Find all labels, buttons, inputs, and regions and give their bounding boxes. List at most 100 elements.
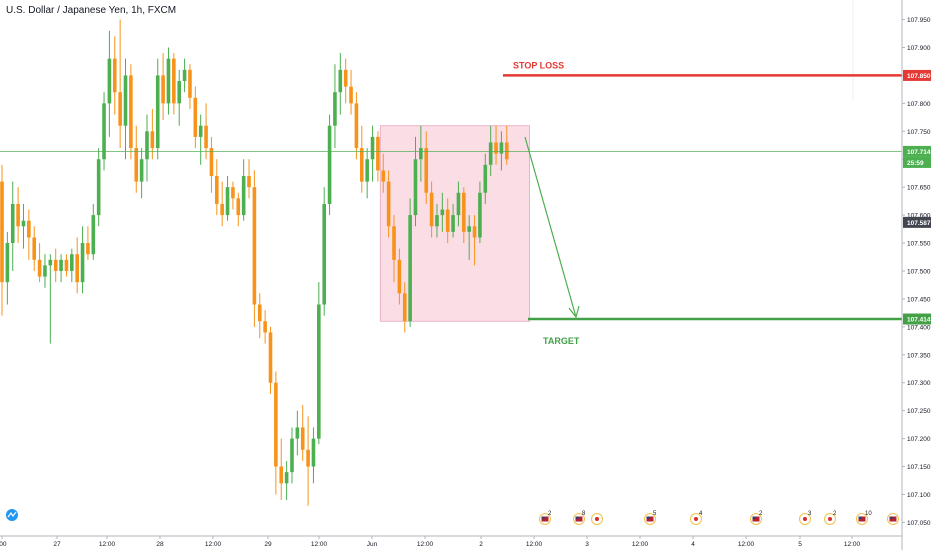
candle xyxy=(86,226,90,260)
us-flag-icon[interactable]: 2 xyxy=(750,511,764,525)
event-count: 2 xyxy=(833,511,837,517)
time-tick-label: 12:00 xyxy=(526,541,543,548)
event-count: 2 xyxy=(759,511,763,517)
candle xyxy=(129,64,133,160)
candle xyxy=(440,192,445,232)
candle-body xyxy=(338,69,343,93)
candle-body xyxy=(381,170,386,182)
price-tick-label: 107.150 xyxy=(907,464,931,471)
time-tick-label: 27 xyxy=(53,541,61,548)
candle-body xyxy=(236,198,241,216)
candle-body xyxy=(155,75,160,149)
candle xyxy=(198,114,203,165)
us-flag-icon[interactable]: 5 xyxy=(644,511,658,525)
jp-flag-icon[interactable]: 4 xyxy=(690,511,704,525)
candle xyxy=(252,170,257,327)
candle-body xyxy=(225,187,230,216)
candle-body xyxy=(172,58,176,104)
time-tick-label: :00 xyxy=(0,541,7,548)
target-label: TARGET xyxy=(543,336,580,346)
us-flag-icon[interactable]: 10 xyxy=(856,511,873,525)
candle xyxy=(504,125,509,165)
candle-body xyxy=(220,203,224,216)
jp-flag-icon[interactable]: 3 xyxy=(799,511,813,525)
symbol-title: U.S. Dollar / Japanese Yen, 1h, FXCM xyxy=(6,5,177,16)
last-close-tag-text: 107.587 xyxy=(907,220,931,227)
flag-stripes xyxy=(889,516,897,522)
candle-body xyxy=(451,215,455,232)
candle xyxy=(123,58,128,160)
candle xyxy=(343,58,348,104)
time-tick-label: 12:00 xyxy=(205,541,222,548)
target-price-tag-text: 107.414 xyxy=(907,317,931,324)
price-tick-label: 107.900 xyxy=(907,45,931,52)
time-tick-label: 12:00 xyxy=(632,541,649,548)
candle-body xyxy=(257,304,262,322)
candle-body xyxy=(129,75,133,149)
event-count: 3 xyxy=(808,511,812,517)
countdown-tag xyxy=(903,156,931,168)
candle xyxy=(43,254,47,288)
price-tick-label: 107.550 xyxy=(907,241,931,248)
candle-body xyxy=(102,103,106,160)
flag-canton xyxy=(858,516,862,519)
time-tick-label: 12:00 xyxy=(844,541,861,548)
candle xyxy=(386,170,391,238)
candle-body xyxy=(435,215,439,227)
candle xyxy=(451,203,455,238)
candle xyxy=(349,69,353,115)
us-flag-icon[interactable]: 8 xyxy=(573,511,587,525)
flag-stripes xyxy=(858,516,866,522)
candle xyxy=(300,405,305,461)
candle xyxy=(311,427,316,484)
candle xyxy=(370,125,375,182)
tradingview-logo-icon[interactable] xyxy=(6,509,18,521)
jp-flag-icon[interactable]: 2 xyxy=(824,511,838,525)
candle-body xyxy=(349,86,353,104)
flag-sun xyxy=(828,517,832,521)
candle xyxy=(419,125,423,182)
candle-body xyxy=(59,259,63,271)
us-flag-icon[interactable]: 2 xyxy=(539,511,553,525)
candle xyxy=(402,282,407,333)
candle-body xyxy=(10,203,15,244)
candle-body xyxy=(209,148,214,176)
candle xyxy=(204,103,208,160)
candle xyxy=(322,187,326,316)
candle-body xyxy=(419,148,423,160)
candle xyxy=(177,69,182,126)
candle xyxy=(478,181,482,244)
candle-body xyxy=(70,254,74,271)
candle xyxy=(263,310,267,344)
candle-body xyxy=(123,75,128,126)
candle-body xyxy=(0,181,4,283)
candle-body xyxy=(462,192,466,232)
stop-loss-label: STOP LOSS xyxy=(513,60,564,70)
event-count: 4 xyxy=(699,511,703,517)
price-tick-label: 107.450 xyxy=(907,296,931,303)
price-tick-label: 107.950 xyxy=(907,17,931,24)
candle-body xyxy=(386,181,391,227)
price-axis[interactable] xyxy=(902,0,932,550)
flag-canton xyxy=(752,516,756,519)
candle-body xyxy=(354,103,359,149)
candle-body xyxy=(145,131,149,160)
candle-body xyxy=(139,159,144,182)
time-tick-label: 12:00 xyxy=(311,541,328,548)
candle-body xyxy=(177,81,182,104)
us-flag-icon[interactable] xyxy=(887,513,899,525)
candle-body xyxy=(91,215,96,255)
candle xyxy=(80,226,85,294)
candle xyxy=(445,198,450,244)
candle-body xyxy=(494,142,498,154)
candle-body xyxy=(429,192,434,227)
candle xyxy=(145,114,149,182)
candle xyxy=(48,254,53,344)
price-tick-label: 107.300 xyxy=(907,380,931,387)
candle xyxy=(483,153,488,204)
jp-flag-icon[interactable] xyxy=(591,513,603,525)
flag-canton xyxy=(575,516,579,519)
projection-arrow[interactable] xyxy=(524,136,577,318)
